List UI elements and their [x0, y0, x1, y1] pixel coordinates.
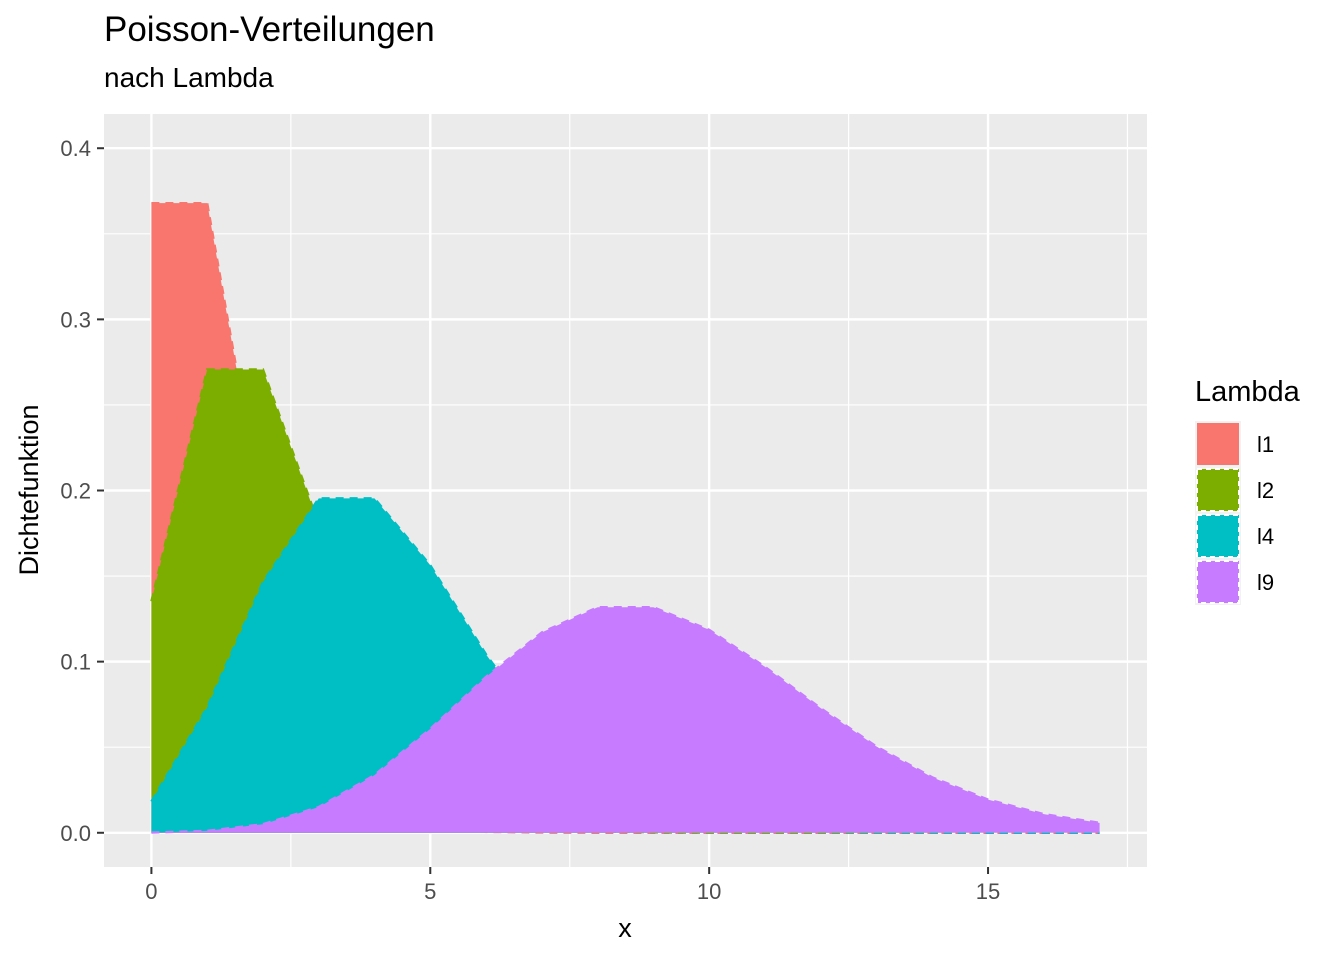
y-tick-label: 0.0 [60, 821, 91, 846]
axes-layer: 0 5 10 15 0.0 0.1 0.2 0.3 0.4 [60, 136, 1000, 904]
area-l9 [151, 607, 1100, 833]
legend-title: Lambda [1195, 376, 1301, 408]
legend-label-l2: l2 [1257, 478, 1274, 503]
y-tick-label: 0.2 [60, 479, 91, 504]
x-tick-label: 5 [424, 879, 436, 904]
legend: l1 l2 l4 l9 [1195, 421, 1274, 605]
y-axis-title: Dichtefunktion [14, 404, 44, 575]
y-tick-label: 0.4 [60, 136, 91, 161]
legend-label-l9: l9 [1257, 570, 1274, 595]
x-tick-label: 10 [697, 879, 721, 904]
x-tick-label: 0 [145, 879, 157, 904]
legend-label-l4: l4 [1257, 524, 1274, 549]
x-axis-title: x [618, 913, 632, 943]
legend-key-l4 [1196, 514, 1240, 558]
area-l4 [151, 498, 1100, 833]
y-tick-label: 0.1 [60, 650, 91, 675]
legend-key-l1 [1197, 423, 1239, 465]
chart-subtitle: nach Lambda [104, 62, 274, 93]
legend-key-l2 [1196, 468, 1240, 512]
legend-label-l1: l1 [1257, 432, 1274, 457]
line-l9 [151, 606, 1100, 834]
chart-title: Poisson-Verteilungen [104, 10, 435, 49]
series-layer [150, 201, 1100, 834]
legend-key-l9 [1196, 560, 1240, 604]
x-tick-label: 15 [976, 879, 1000, 904]
y-tick-label: 0.3 [60, 307, 91, 332]
